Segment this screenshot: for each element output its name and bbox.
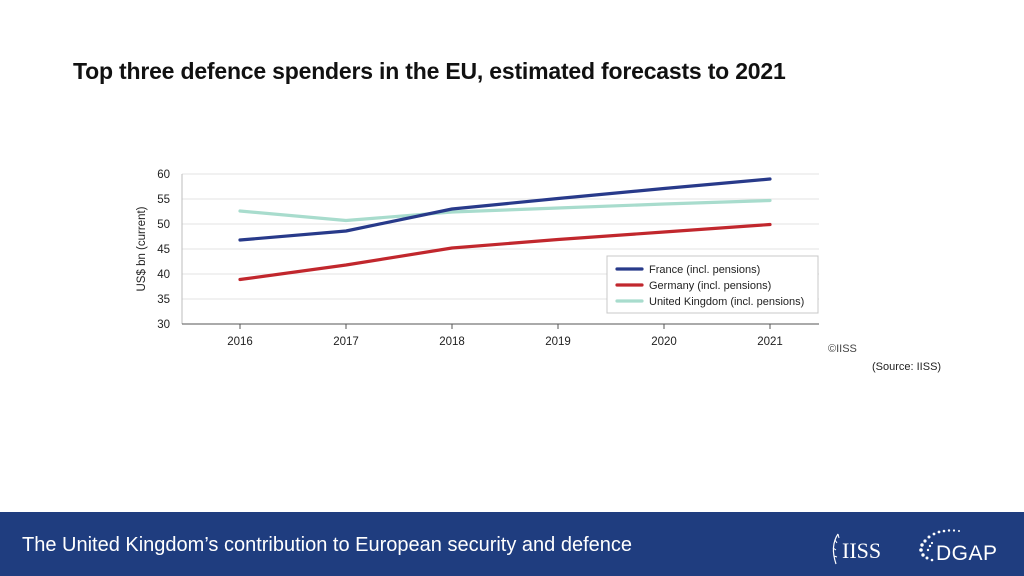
axes [181, 174, 819, 329]
legend-label-france: France (incl. pensions) [649, 264, 760, 276]
x-tick-label-2016: 2016 [227, 336, 253, 348]
slide-title: Top three defence spenders in the EU, es… [73, 58, 786, 84]
iiss-logo-text: IISS [842, 538, 882, 563]
iiss-logo: IISS [826, 524, 894, 570]
footer-bar: The United Kingdom’s contribution to Eur… [0, 512, 1024, 576]
source-note: (Source: IISS) [872, 361, 942, 373]
series-line-united [238, 198, 772, 223]
legend-label-germany: Germany (incl. pensions) [649, 280, 771, 292]
dgap-logo-swirl-icon [919, 529, 960, 562]
legend: France (incl. pensions) Germany (incl. pe… [606, 255, 819, 314]
x-tick-label-2021: 2021 [757, 336, 783, 348]
legend-label-united: United Kingdom (incl. pensions) [649, 296, 804, 308]
x-tick-label-2017: 2017 [333, 336, 359, 348]
x-tick-labels: 2016 2017 2018 2019 2020 2021 [227, 336, 783, 348]
y-tick-label-30: 30 [157, 319, 170, 331]
y-tick-labels: 30 35 40 45 50 55 60 [157, 169, 170, 331]
y-tick-label-60: 60 [157, 169, 170, 181]
y-tick-label-40: 40 [157, 269, 170, 281]
series-line-germany [238, 222, 772, 282]
dgap-logo-text: DGAP [936, 542, 998, 565]
y-tick-label-45: 45 [157, 244, 170, 256]
dgap-logo: DGAP [908, 524, 1008, 570]
y-axis-label: US$ bn (current) [136, 206, 148, 291]
footer-title: The United Kingdom’s contribution to Eur… [22, 534, 633, 556]
x-tick-label-2018: 2018 [439, 336, 465, 348]
x-tick-label-2020: 2020 [651, 336, 677, 348]
y-tick-label-55: 55 [157, 194, 170, 206]
series-lines [238, 177, 772, 282]
series-line-france [238, 177, 772, 242]
y-tick-label-50: 50 [157, 219, 170, 231]
iiss-logo-arc-icon [832, 533, 840, 565]
x-tick-label-2019: 2019 [545, 336, 571, 348]
y-tick-label-35: 35 [157, 294, 170, 306]
copyright-label: ©IISS [828, 343, 857, 355]
